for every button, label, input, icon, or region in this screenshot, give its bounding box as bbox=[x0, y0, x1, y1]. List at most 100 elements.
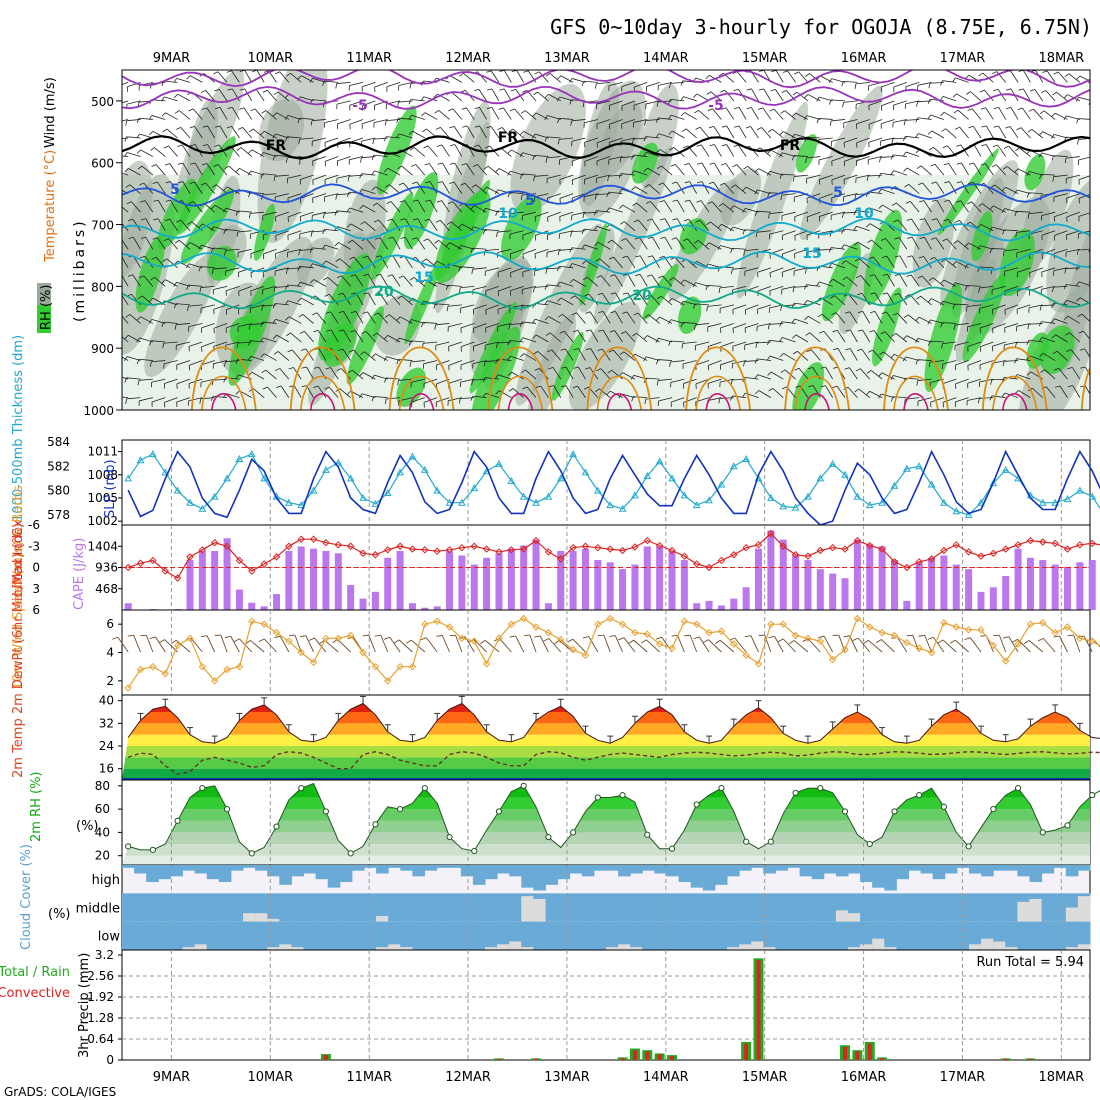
wind-barb bbox=[699, 219, 710, 231]
wind-barb-flag bbox=[359, 205, 364, 210]
wind-barb-flag bbox=[929, 257, 935, 261]
wind-barb-flag bbox=[927, 130, 933, 135]
cloud-gap-cell bbox=[267, 918, 280, 922]
wind-barb-flag bbox=[557, 75, 562, 80]
thickness-point bbox=[507, 476, 516, 484]
wind-barb-flag bbox=[363, 292, 369, 295]
wind-barb-flag bbox=[939, 301, 944, 306]
wind-barb bbox=[615, 311, 623, 324]
millibars-axis-label: (millibars) bbox=[72, 218, 88, 322]
wind-barb-flag bbox=[437, 181, 443, 184]
wind-barb bbox=[413, 147, 426, 157]
wind-barb-flag bbox=[534, 367, 540, 371]
wind-barb bbox=[819, 193, 833, 199]
wind-barb bbox=[825, 385, 834, 398]
wind-barb bbox=[387, 335, 401, 343]
wind-barb bbox=[440, 127, 450, 139]
wind-barb bbox=[364, 221, 376, 232]
wind10m-point bbox=[309, 658, 318, 667]
wind-barb-flag bbox=[656, 295, 662, 300]
wind-barb-flag bbox=[655, 338, 659, 343]
wind-barb-flag bbox=[879, 157, 881, 163]
isotherm-25-loop bbox=[190, 346, 257, 410]
isotherm-35-loop bbox=[211, 392, 237, 410]
wind-barb-flag bbox=[976, 245, 981, 251]
wind-barb bbox=[757, 323, 771, 327]
wind-barb bbox=[423, 96, 438, 102]
wind-barb bbox=[1020, 127, 1031, 139]
wind10m-barb bbox=[857, 637, 871, 653]
wind-barb bbox=[984, 89, 994, 102]
cloud-cell bbox=[448, 893, 462, 922]
thickness-point bbox=[865, 501, 874, 509]
wind-barb bbox=[600, 368, 611, 380]
wind-barb bbox=[1053, 133, 1068, 139]
wind-barb bbox=[637, 219, 648, 231]
thickness-point bbox=[643, 471, 652, 479]
wind-barb-flag bbox=[894, 237, 900, 240]
wind-barb bbox=[695, 282, 710, 287]
wind-barb bbox=[880, 137, 895, 142]
wind10m-point bbox=[433, 617, 441, 626]
wind-barb bbox=[324, 228, 339, 232]
wind-barb-flag bbox=[993, 88, 999, 92]
wind-barb bbox=[275, 267, 289, 272]
wind-barb bbox=[454, 162, 463, 176]
cloud-gap-cell bbox=[400, 947, 413, 950]
wind-barb-flag bbox=[510, 88, 516, 92]
wind-barb bbox=[720, 341, 734, 348]
wind-barb bbox=[922, 182, 932, 194]
wind-barb bbox=[868, 100, 883, 106]
wind-barb-flag bbox=[176, 127, 181, 130]
precip-convective-bar bbox=[1003, 1058, 1008, 1060]
wind-barb bbox=[886, 311, 895, 324]
wind-barb-flag bbox=[830, 295, 835, 299]
wind-barb bbox=[497, 210, 512, 213]
cloud-high-cell bbox=[291, 865, 304, 877]
wind-barb bbox=[571, 78, 586, 83]
cape-bar bbox=[829, 573, 837, 610]
rh2m-point bbox=[891, 808, 898, 815]
cloud-high-cell bbox=[122, 865, 135, 868]
wind-barb-flag bbox=[930, 163, 936, 167]
cloud-cell bbox=[823, 921, 837, 950]
wind-barb-flag bbox=[721, 107, 727, 110]
cloud-cell bbox=[412, 893, 425, 922]
cape-bar bbox=[322, 550, 330, 610]
wind-barb-flag bbox=[474, 125, 480, 128]
cloud-cell bbox=[1005, 893, 1018, 922]
wind-barb bbox=[700, 200, 710, 213]
wind-barb-flag bbox=[696, 144, 702, 147]
wind-barb bbox=[206, 163, 216, 176]
slp-tick-label: 1008 bbox=[87, 468, 118, 482]
cloud-high-cell bbox=[823, 865, 837, 874]
wind-barb-flag bbox=[326, 329, 332, 332]
cloud-high-cell bbox=[606, 865, 619, 871]
lifted-index-point bbox=[643, 536, 651, 545]
wind10m-barb bbox=[1028, 640, 1044, 653]
wind-barb-flag bbox=[533, 287, 535, 293]
wind-barb-flag bbox=[842, 276, 848, 281]
wind-barb bbox=[122, 119, 129, 122]
thickness-point bbox=[841, 470, 849, 478]
cape-bar bbox=[520, 545, 528, 610]
wind-barb-flag bbox=[598, 329, 604, 332]
wind-barb-flag bbox=[878, 393, 882, 399]
cloud-cell bbox=[388, 921, 401, 950]
wind-barb bbox=[737, 144, 747, 157]
wind-barb-flag bbox=[522, 89, 528, 93]
rh-shade-saturated bbox=[679, 218, 708, 255]
wind-barb bbox=[132, 218, 141, 231]
wind-barb bbox=[759, 147, 772, 157]
wind-barb bbox=[732, 341, 747, 347]
wind-barb-flag bbox=[668, 130, 673, 135]
wind-barb-flag bbox=[163, 238, 169, 242]
cape-bar bbox=[1002, 575, 1010, 610]
wind-barb-flag bbox=[325, 311, 331, 314]
cloud-high-cell bbox=[727, 865, 740, 877]
wind-barb bbox=[608, 81, 623, 87]
wind-barb-flag bbox=[137, 165, 143, 170]
wind-barb bbox=[231, 126, 240, 139]
lifted-index-point bbox=[655, 541, 664, 550]
wind-barb-flag bbox=[163, 145, 169, 149]
